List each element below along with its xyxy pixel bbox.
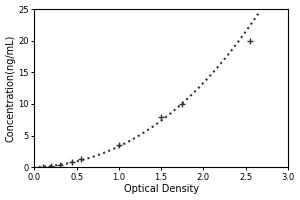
X-axis label: Optical Density: Optical Density [124, 184, 199, 194]
Y-axis label: Concentration(ng/mL): Concentration(ng/mL) [6, 34, 16, 142]
